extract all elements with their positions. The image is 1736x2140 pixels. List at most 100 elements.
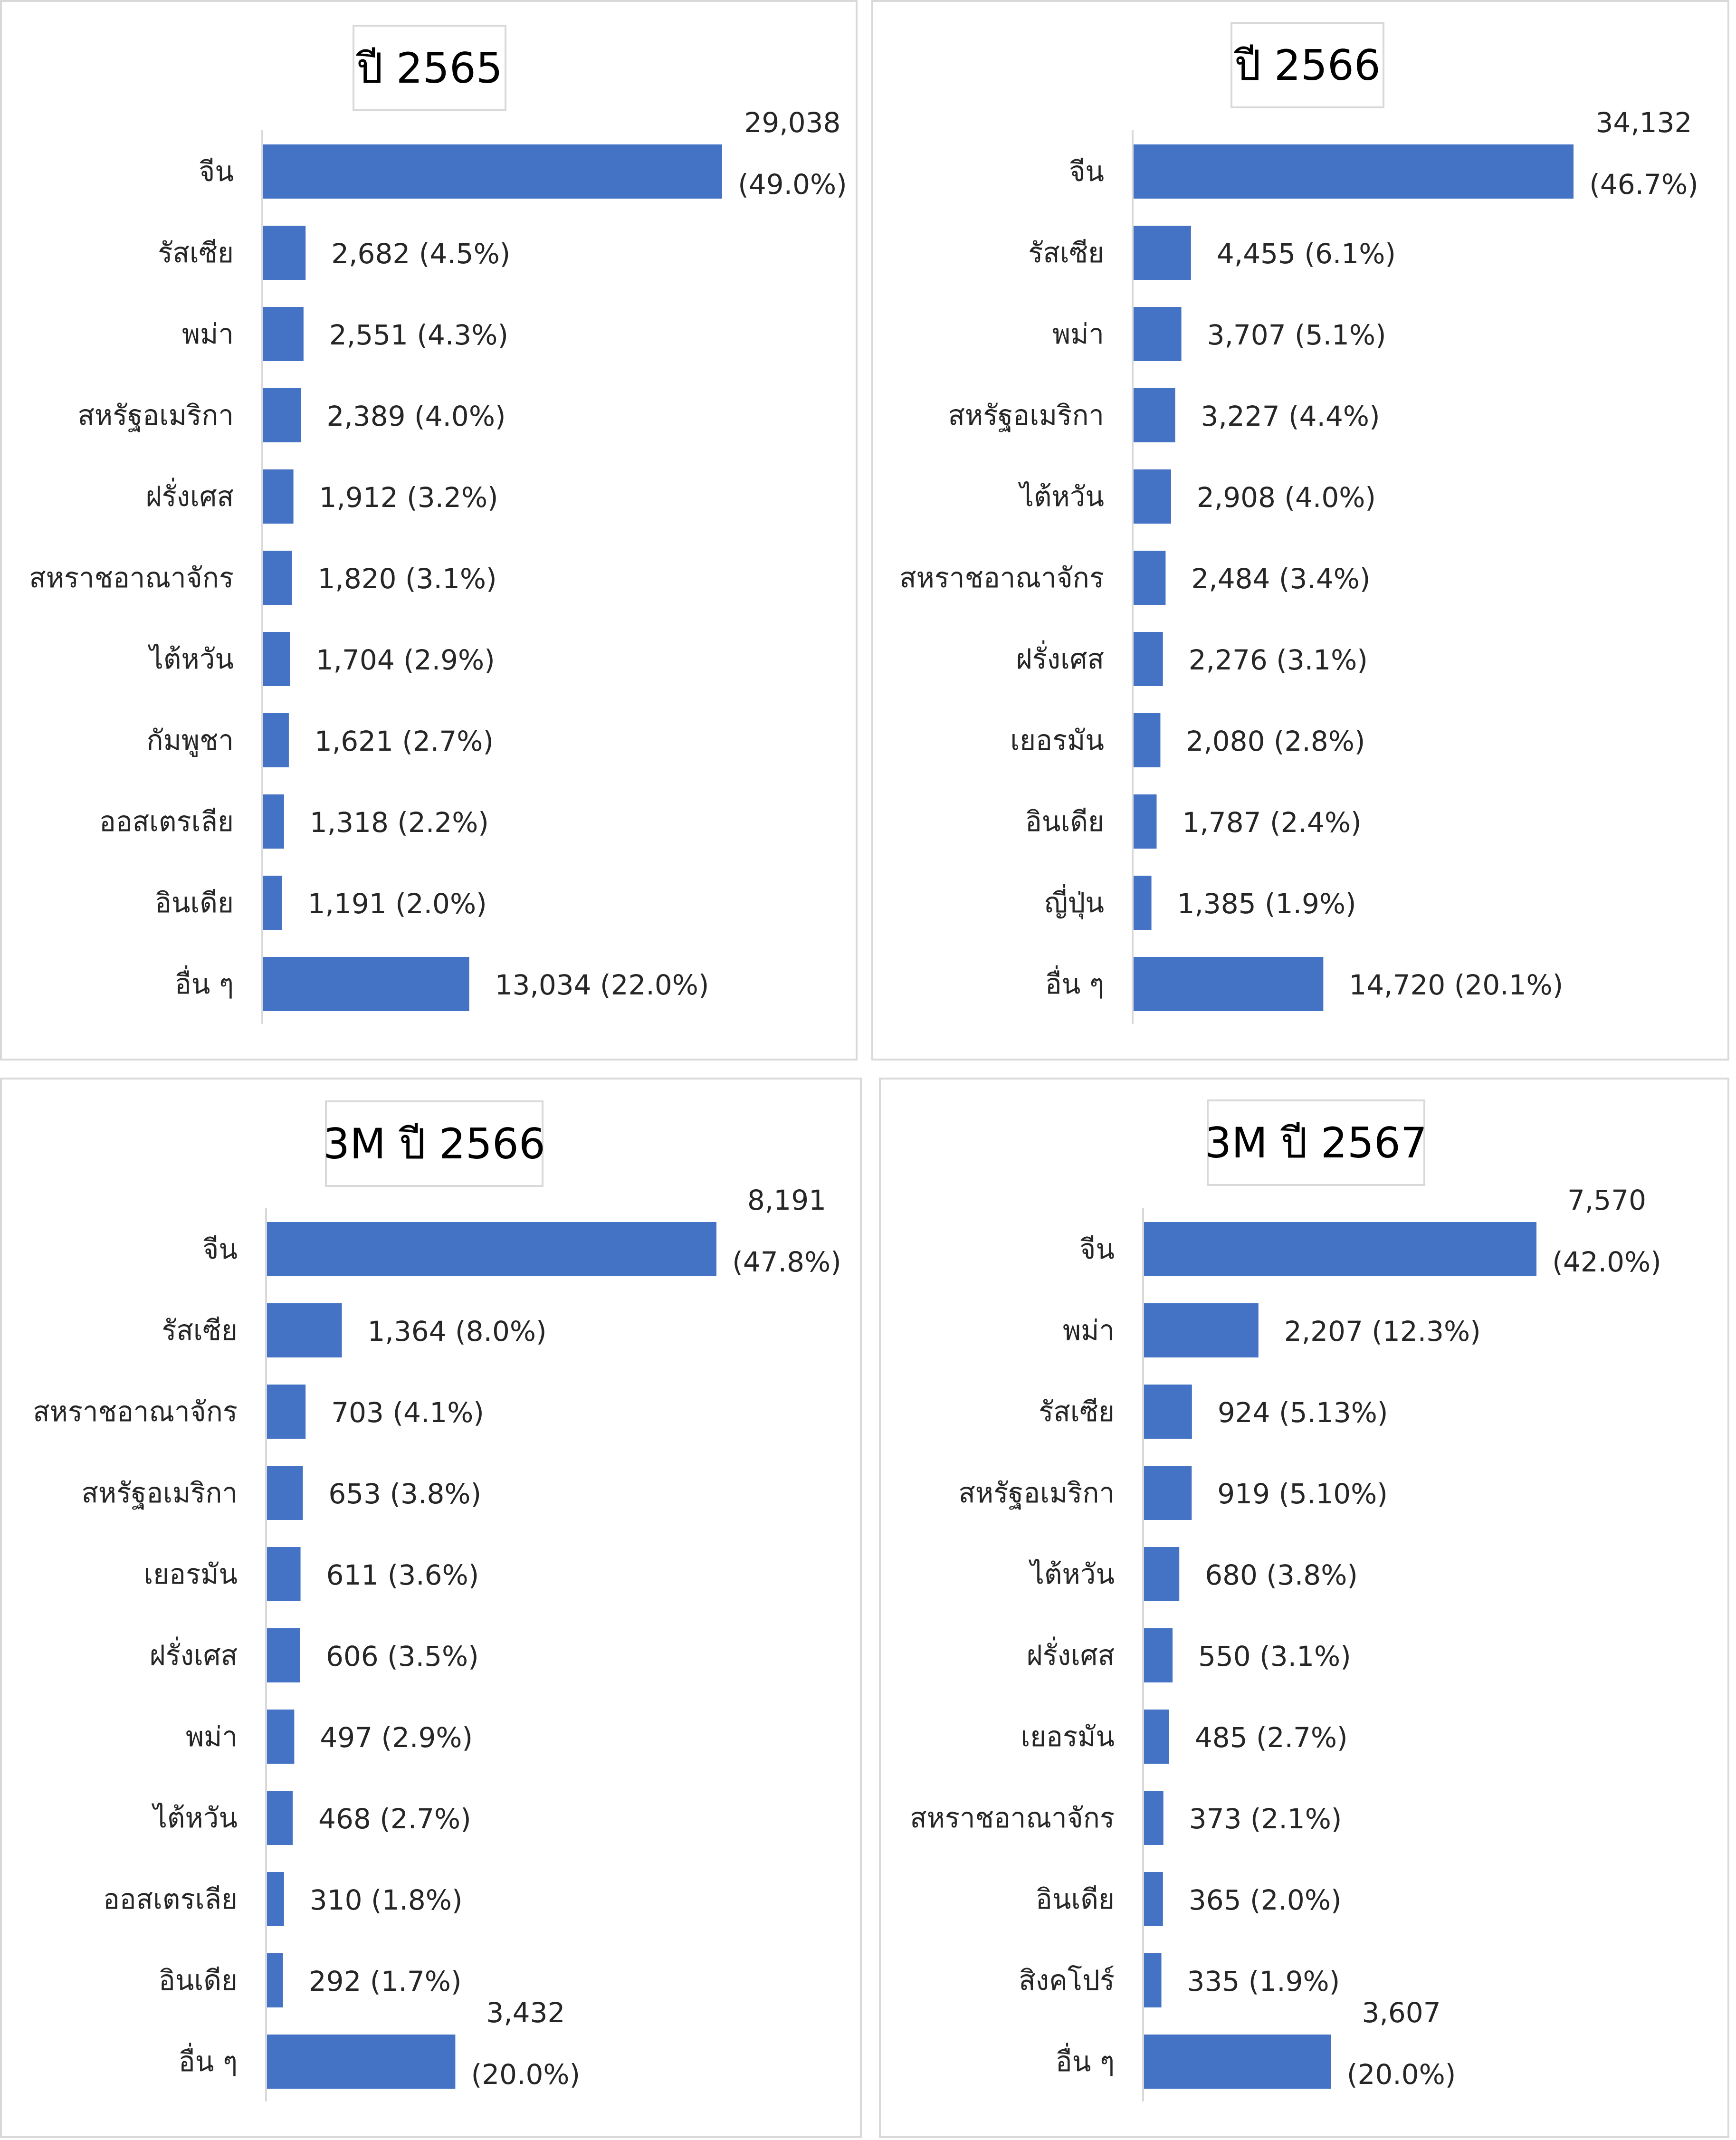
data-label: 919 (5.10%) bbox=[1217, 1478, 1388, 1510]
category-label: ไต้หวัน bbox=[1018, 480, 1104, 513]
bar bbox=[267, 1791, 293, 1845]
category-label: สิงคโปร์ bbox=[1019, 1964, 1115, 1997]
bar bbox=[1134, 957, 1324, 1011]
chart-panel-3m-2566: 3M ปี 2566 จีน 8,191 (47.8%) รัสเซีย 1,364 (… bbox=[0, 1078, 862, 2138]
category-label: พม่า bbox=[1052, 318, 1104, 350]
bar bbox=[1144, 2035, 1331, 2089]
bar bbox=[1144, 1466, 1192, 1520]
category-label: ไต้หวัน bbox=[1029, 1558, 1115, 1590]
data-label: 29,038 bbox=[744, 106, 841, 139]
data-label: 2,551 (4.3%) bbox=[329, 319, 508, 351]
category-label: ไต้หวัน bbox=[152, 1802, 238, 1834]
data-label: 606 (3.5%) bbox=[326, 1640, 479, 1672]
category-label: จีน bbox=[1069, 155, 1104, 188]
bar bbox=[1134, 144, 1574, 199]
category-label: กัมพูชา bbox=[146, 724, 234, 757]
data-label: 1,364 (8.0%) bbox=[368, 1315, 547, 1347]
bar bbox=[263, 469, 294, 524]
chart-panel-2565: ปี 2565 จีน 29,038 (49.0%) รัสเซีย 2,682 (4.… bbox=[0, 0, 858, 1060]
data-label: 1,621 (2.7%) bbox=[315, 725, 494, 757]
data-label-percent: (47.8%) bbox=[732, 1246, 841, 1278]
data-label: 2,080 (2.8%) bbox=[1186, 725, 1365, 757]
data-label: 13,034 (22.0%) bbox=[495, 969, 709, 1001]
bar bbox=[1134, 713, 1161, 767]
bar bbox=[263, 713, 289, 767]
data-label: 2,276 (3.1%) bbox=[1189, 644, 1368, 676]
data-label: 497 (2.9%) bbox=[320, 1721, 473, 1754]
category-label: อื่น ๆ bbox=[175, 965, 234, 1000]
bar bbox=[1134, 307, 1182, 361]
bar-chart: จีน 34,132 (46.7%) รัสเซีย 4,455 (6.1%) พม่า 3… bbox=[899, 106, 1698, 1024]
bar bbox=[1134, 551, 1166, 605]
bar bbox=[267, 1222, 716, 1276]
category-label: เยอรมัน bbox=[1021, 1720, 1115, 1753]
data-label: 7,570 bbox=[1567, 1184, 1646, 1216]
bar bbox=[1134, 226, 1191, 280]
bar bbox=[1144, 1222, 1536, 1276]
data-label: 373 (2.1%) bbox=[1189, 1803, 1342, 1835]
bar bbox=[263, 226, 306, 280]
data-label: 703 (4.1%) bbox=[331, 1396, 484, 1429]
category-label: สหรัฐอเมริกา bbox=[81, 1477, 238, 1509]
category-label: สหรัฐอเมริกา bbox=[948, 399, 1104, 432]
category-label: อินเดีย bbox=[155, 887, 234, 919]
data-label-percent: (46.7%) bbox=[1589, 168, 1698, 201]
data-label: 1,191 (2.0%) bbox=[308, 888, 487, 920]
bar bbox=[263, 307, 304, 361]
bar bbox=[267, 1710, 295, 1764]
category-label: ไต้หวัน bbox=[148, 643, 234, 675]
bar bbox=[267, 1385, 306, 1439]
category-label: สหราชอาณาจักร bbox=[899, 562, 1104, 594]
data-label: 485 (2.7%) bbox=[1195, 1721, 1348, 1754]
category-label: สหราชอาณาจักร bbox=[33, 1395, 238, 1428]
category-label: สหรัฐอเมริกา bbox=[77, 399, 234, 432]
category-label: จีน bbox=[199, 155, 234, 188]
category-label: รัสเซีย bbox=[162, 1314, 238, 1347]
bar bbox=[267, 1953, 283, 2007]
data-label: 4,455 (6.1%) bbox=[1217, 238, 1396, 270]
data-label: 365 (2.0%) bbox=[1189, 1884, 1342, 1916]
category-label: รัสเซีย bbox=[1028, 237, 1104, 269]
bar bbox=[1144, 1953, 1162, 2007]
bar bbox=[1144, 1872, 1163, 1926]
bar-chart: จีน 7,570 (42.0%) พม่า 2,207 (12.3%) รัสเซีย 9… bbox=[910, 1184, 1661, 2102]
category-label: รัสเซีย bbox=[1039, 1395, 1115, 1428]
data-label: 8,191 bbox=[747, 1184, 826, 1216]
bar bbox=[1134, 794, 1157, 849]
data-label: 2,389 (4.0%) bbox=[326, 400, 506, 432]
category-label: อินเดีย bbox=[1036, 1883, 1115, 1915]
data-label: 1,704 (2.9%) bbox=[316, 644, 495, 676]
bar bbox=[263, 876, 282, 930]
chart-title: 3M ปี 2567 bbox=[1205, 1099, 1427, 1186]
data-label: 2,484 (3.4%) bbox=[1191, 563, 1370, 595]
data-label-percent: (20.0%) bbox=[1347, 2058, 1456, 2091]
chart-title: ปี 2566 bbox=[1230, 22, 1384, 108]
data-label: 3,607 bbox=[1362, 1997, 1441, 2029]
category-label: สหราชอาณาจักร bbox=[910, 1802, 1115, 1834]
data-label-percent: (49.0%) bbox=[738, 168, 847, 201]
bar bbox=[1134, 876, 1152, 930]
data-label: 468 (2.7%) bbox=[318, 1803, 471, 1835]
category-label: ญี่ปุ่น bbox=[1044, 884, 1104, 920]
data-label: 335 (1.9%) bbox=[1187, 1965, 1340, 1997]
bar bbox=[1134, 388, 1175, 442]
bar-chart: จีน 29,038 (49.0%) รัสเซีย 2,682 (4.5%) พม่า 2… bbox=[29, 106, 847, 1024]
data-label: 292 (1.7%) bbox=[309, 1965, 462, 1997]
bar-chart: จีน 8,191 (47.8%) รัสเซีย 1,364 (8.0%) สหราชอ… bbox=[33, 1184, 841, 2102]
data-label: 2,908 (4.0%) bbox=[1197, 481, 1376, 514]
data-label: 680 (3.8%) bbox=[1205, 1559, 1358, 1591]
category-label: สหราชอาณาจักร bbox=[29, 562, 234, 594]
data-label: 1,318 (2.2%) bbox=[310, 806, 489, 839]
bar bbox=[267, 1872, 284, 1926]
category-label: สหรัฐอเมริกา bbox=[958, 1477, 1115, 1509]
bar bbox=[1134, 632, 1163, 686]
chart-title: 3M ปี 2566 bbox=[323, 1100, 545, 1187]
data-label: 2,682 (4.5%) bbox=[331, 238, 510, 270]
bar bbox=[263, 388, 301, 442]
category-label: พม่า bbox=[182, 318, 234, 350]
category-label: ฝรั่งเศส bbox=[150, 1636, 238, 1672]
bar bbox=[267, 1303, 342, 1357]
data-label: 550 (3.1%) bbox=[1198, 1640, 1351, 1672]
data-label: 310 (1.8%) bbox=[310, 1884, 463, 1916]
bar bbox=[1144, 1303, 1259, 1357]
